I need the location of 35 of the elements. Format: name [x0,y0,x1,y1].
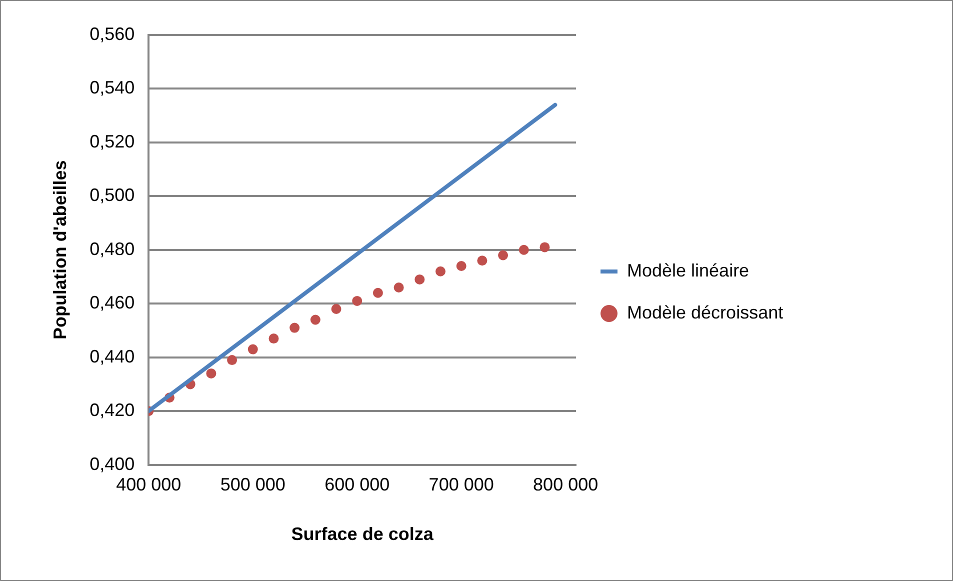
x-tick-label: 800 000 [533,474,598,495]
x-tick-label: 500 000 [220,474,286,495]
legend-label: Modèle décroissant [627,302,784,322]
point [414,274,425,284]
point [540,242,550,252]
x-tick-label: 400 000 [116,474,182,495]
y-tick-label: 0,440 [90,346,135,366]
point [498,250,508,260]
y-tick-label: 0,500 [90,185,135,206]
y-tick-label: 0,480 [90,238,135,259]
point [290,322,300,333]
x-tick-label: 600 000 [324,474,390,495]
point [268,334,279,344]
point [352,296,362,306]
point [394,282,404,293]
y-tick-label: 0,460 [90,292,135,313]
point [456,261,466,272]
point [331,304,342,314]
point [477,256,488,266]
y-tick-label: 0,420 [90,400,135,420]
point [248,344,258,354]
point [227,355,238,366]
x-axis-title: Surface de colza [291,524,434,544]
y-tick-label: 0,400 [90,454,135,474]
point [435,266,446,276]
legend-label: Modèle linéaire [627,260,750,280]
point [518,244,529,255]
point [206,368,216,378]
y-tick-label: 0,560 [90,24,135,44]
y-tick-label: 0,520 [90,131,135,152]
point [372,288,383,298]
y-tick-label: 0,540 [90,78,135,98]
y-axis-title: Population d'abeilles [50,160,70,340]
point [310,314,320,325]
x-tick-label: 700 000 [428,474,494,495]
